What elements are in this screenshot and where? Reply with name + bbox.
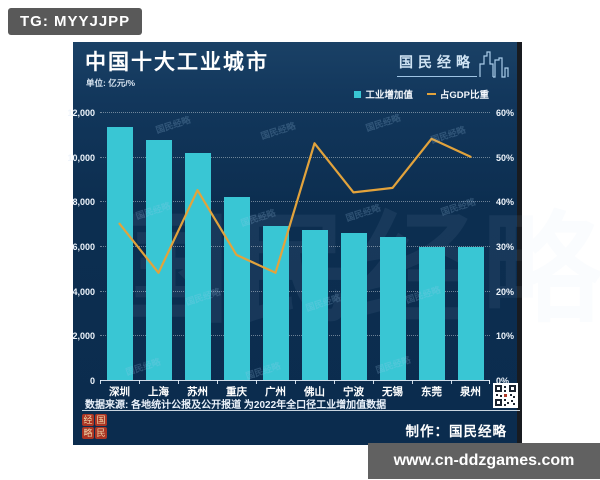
- legend-item-line: 占GDP比重: [426, 87, 489, 101]
- footer-divider: [82, 410, 520, 411]
- line-swatch-icon: [426, 93, 436, 95]
- right-axis-tick: 40%: [496, 197, 515, 208]
- bar-slot: [334, 112, 373, 380]
- x-axis-label: 宁波: [343, 386, 364, 398]
- seal-char: 民: [95, 427, 107, 439]
- left-axis-tick: 8,000: [72, 197, 95, 208]
- right-axis-tick: 60%: [496, 108, 515, 118]
- x-axis-label: 苏州: [187, 386, 208, 398]
- data-source-note: 数据来源: 各地统计公报及公开报道 为2022年全口径工业增加值数据: [85, 400, 387, 411]
- bar: [106, 126, 133, 380]
- seal-char: 国: [95, 414, 107, 426]
- left-axis-tick: 6,000: [72, 242, 95, 252]
- bar-slot: [295, 112, 334, 380]
- unit-label: 单位: 亿元/%: [86, 78, 136, 88]
- x-axis-label: 佛山: [304, 386, 325, 398]
- gridline: 10,000 50%: [67, 153, 514, 163]
- x-axis-labels: 深圳 上海 苏州 重庆 广州 佛山 宁波 无锡 东莞 泉州: [100, 384, 490, 399]
- left-axis-tick: 10,000: [67, 152, 95, 163]
- x-axis-label: 上海: [148, 386, 169, 398]
- right-axis-tick: 30%: [496, 242, 515, 252]
- gridline: 12,000 60%: [67, 108, 514, 118]
- right-axis-tick: 0%: [496, 376, 510, 386]
- plot-area: 国民经略 12,00060%10,00050%8,00040%6,00030%4…: [67, 108, 600, 386]
- right-axis-tick: 20%: [496, 286, 515, 297]
- bar: [262, 225, 289, 380]
- x-axis-label: 无锡: [382, 386, 403, 398]
- right-axis-tick: 50%: [496, 152, 515, 163]
- qr-code: [493, 383, 518, 408]
- legend-bar-label: 工业增加值: [365, 90, 413, 101]
- site-watermark-badge: www.cn-ddzgames.com: [368, 443, 600, 479]
- bar: [301, 230, 328, 380]
- left-axis-tick: 12,000: [67, 108, 95, 118]
- bar-slot: [217, 112, 256, 380]
- right-axis-tick: 10%: [496, 331, 515, 342]
- gridline: 6,000 30%: [72, 242, 514, 252]
- x-axis-label: 重庆: [226, 386, 247, 398]
- tg-contact-badge: TG: MYYJJPP: [8, 8, 143, 35]
- brand-name: 国民经略: [397, 52, 477, 77]
- x-axis-label: 广州: [265, 386, 286, 398]
- x-axis-label: 泉州: [460, 386, 481, 398]
- left-axis-tick: 0: [89, 376, 95, 386]
- bar-swatch-icon: [354, 90, 362, 98]
- bar: [457, 247, 484, 380]
- bar: [223, 196, 250, 380]
- seal-char: 经: [82, 414, 94, 426]
- bar: [340, 232, 367, 380]
- gridline: 8,000 40%: [72, 197, 514, 207]
- seal-char: 略: [82, 427, 94, 439]
- bar: [379, 237, 406, 380]
- gridline: 2,000 10%: [72, 331, 514, 341]
- legend-line-label: 占GDP比重: [439, 90, 489, 101]
- brand-logo: 国民经略: [397, 50, 509, 78]
- bar-slot: [100, 112, 139, 380]
- credit-label: 制作：国民经略: [405, 424, 507, 439]
- gridline: 4,000 20%: [72, 287, 514, 297]
- bar: [145, 139, 172, 380]
- left-axis-tick: 2,000: [72, 331, 95, 342]
- x-axis-label: 深圳: [109, 386, 130, 398]
- bar-slot: [412, 112, 451, 380]
- bar-slot: [139, 112, 178, 380]
- page-title: 中国十大工业城市: [85, 51, 269, 74]
- left-axis-tick: 4,000: [72, 286, 95, 297]
- line-series: [118, 137, 472, 274]
- bar-slot: [451, 112, 490, 380]
- infographic-panel: 中国十大工业城市 单位: 亿元/% 国民经略 工业增加值 占GDP比重 国民经略…: [67, 42, 600, 445]
- bar: [418, 247, 445, 380]
- x-axis-ticks: [100, 380, 490, 384]
- red-seal-stamp: 经 国 略 民: [82, 414, 108, 440]
- x-axis-label: 东莞: [421, 386, 442, 398]
- legend-item-bars: 工业增加值: [354, 87, 413, 101]
- bar-series: [100, 112, 490, 380]
- bar-slot: [256, 112, 295, 380]
- chart-legend: 工业增加值 占GDP比重: [354, 87, 489, 101]
- city-skyline-icon: [479, 50, 509, 83]
- bar-slot: [373, 112, 412, 380]
